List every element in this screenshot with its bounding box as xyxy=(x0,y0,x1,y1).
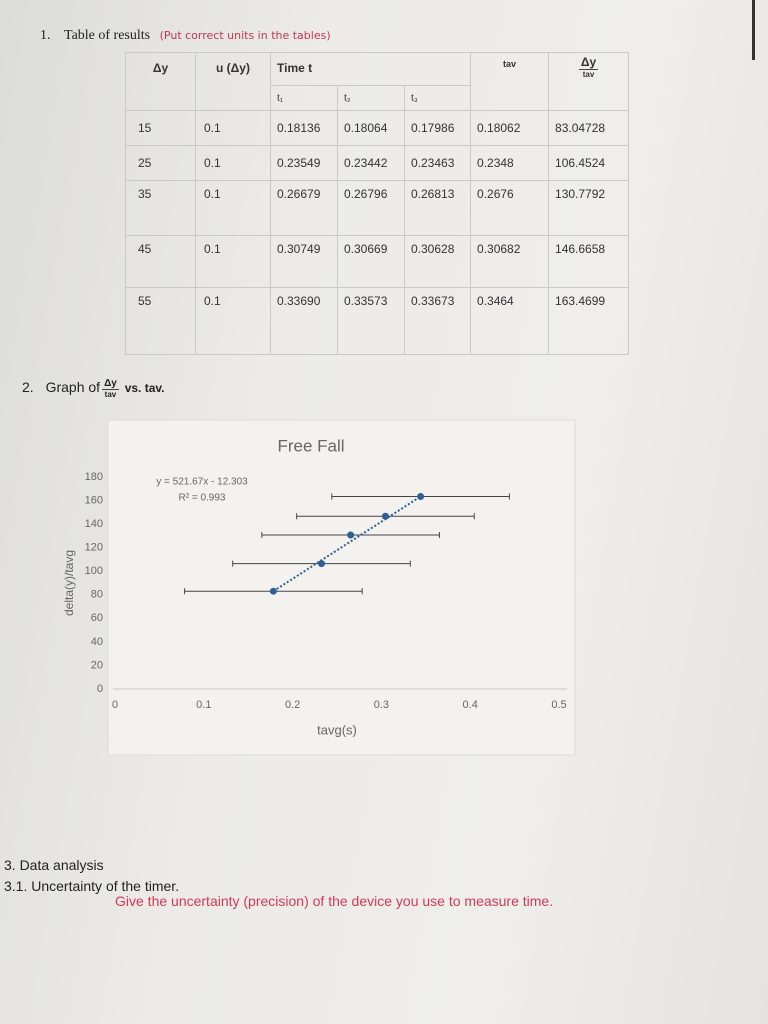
header-cell: Time t xyxy=(269,52,472,86)
fraction-numerator: Δy xyxy=(102,378,119,390)
x-tick-label: 0.4 xyxy=(463,699,478,711)
table-cell: 0.18064 xyxy=(337,110,405,146)
table-cell: 0.30682 xyxy=(470,235,550,288)
paper-edge xyxy=(752,0,755,60)
chart-title: Free Fall xyxy=(277,436,344,455)
table-cell: 0.2348 xyxy=(470,145,550,181)
section-title: Graph of xyxy=(45,379,101,396)
header-cell: Δy tav xyxy=(548,52,630,111)
section-number: 1. xyxy=(40,28,51,43)
table-row: 35 0.1 0.26679 0.26796 0.26813 0.2676 130.7792 xyxy=(125,180,630,236)
y-tick-label: 180 xyxy=(85,471,103,483)
section-title: vs. tav. xyxy=(124,381,165,396)
section-number: 2. xyxy=(22,379,34,396)
table-cell: 55 xyxy=(125,287,196,355)
table-cell: 0.2676 xyxy=(470,180,550,236)
fraction-denominator: tav xyxy=(582,70,595,79)
data-point xyxy=(318,560,326,568)
table-row: 55 0.1 0.33690 0.33573 0.33673 0.3464 163.4699 xyxy=(125,287,630,355)
fraction-numerator: Δy xyxy=(578,55,599,70)
section-heading: 2. Graph of Δy tav vs. tav. xyxy=(22,378,165,399)
table-cell: 146.6658 xyxy=(548,235,630,288)
data-point xyxy=(417,492,425,500)
section-title: Table of results xyxy=(64,28,151,43)
table-cell: 0.30669 xyxy=(337,235,405,288)
y-tick-label: 80 xyxy=(91,589,103,601)
instruction: Give the uncertainty (precision) of the … xyxy=(115,893,554,909)
subsection-heading: 3.1. Uncertainty of the timer. xyxy=(4,878,180,894)
y-tick-label: 140 xyxy=(85,518,103,530)
table-cell: 0.1 xyxy=(195,287,271,355)
table-cell: 106.4524 xyxy=(548,145,630,181)
x-tick-label: 0.1 xyxy=(196,699,211,711)
trendline-label: y = 521.67x - 12.303 xyxy=(156,477,248,488)
x-tick-label: 0.2 xyxy=(285,699,300,711)
table-cell: 35 xyxy=(125,180,196,236)
table-cell: 25 xyxy=(125,145,196,181)
table-cell: 163.4699 xyxy=(548,287,630,355)
section-heading: 1. Table of results (Put correct units i… xyxy=(40,28,331,44)
plot: Free Fall 0 20 40 60 80 100 120 140 160 180 0 0.1 0.2… xyxy=(62,436,567,737)
data-point xyxy=(347,531,355,539)
table-cell: 0.33673 xyxy=(403,287,472,355)
header-cell: t₃ xyxy=(403,85,472,111)
x-tick-label: 0.3 xyxy=(374,699,389,711)
table-row: 45 0.1 0.30749 0.30669 0.30628 0.30682 146.665… xyxy=(125,235,630,288)
table-row: 25 0.1 0.23549 0.23442 0.23463 0.2348 106.4524 xyxy=(125,145,630,181)
y-tick-label: 160 xyxy=(85,494,103,506)
y-tick-label: 60 xyxy=(91,612,103,624)
fraction-denominator: tav xyxy=(104,390,117,399)
results-table: Δy u (Δy) Time t tav Δy tav t₁ t₂ t₃ 15 0.… xyxy=(125,52,630,355)
data-point xyxy=(269,587,277,595)
x-axis-label: tavg(s) xyxy=(317,722,357,737)
trendline-label: R² = 0.993 xyxy=(179,493,226,504)
table-cell: 0.33573 xyxy=(337,287,405,355)
table-cell: 0.30628 xyxy=(403,235,472,288)
y-axis-label: delta(y)/tavg xyxy=(62,550,76,616)
header-cell: u (Δy) xyxy=(195,52,271,111)
data-point xyxy=(381,512,389,520)
y-tick-label: 0 xyxy=(97,683,103,695)
table-cell: 0.26813 xyxy=(403,180,472,236)
y-tick-label: 20 xyxy=(91,659,103,671)
table-cell: 0.1 xyxy=(195,110,271,146)
y-tick-label: 100 xyxy=(85,565,103,577)
section-note: (Put correct units in the tables) xyxy=(159,29,331,42)
fraction: Δy tav xyxy=(102,378,119,399)
trendline xyxy=(272,495,422,593)
table-cell: 0.33690 xyxy=(270,287,338,355)
table-body: 15 0.1 0.18136 0.18064 0.17986 0.18062 83.0472… xyxy=(125,110,630,355)
table-cell: 0.26679 xyxy=(270,180,338,236)
section-heading: 3. Data analysis xyxy=(4,857,104,873)
chart-area xyxy=(107,419,576,756)
y-tick-label: 120 xyxy=(85,542,103,554)
y-tick-label: 40 xyxy=(91,636,103,648)
table-cell: 0.18062 xyxy=(470,110,550,146)
x-tick-label: 0.5 xyxy=(551,699,566,711)
table-cell: 0.23549 xyxy=(270,145,338,181)
fraction: Δy tav xyxy=(578,55,599,79)
table-cell: 0.26796 xyxy=(337,180,405,236)
x-tick-label: 0 xyxy=(112,699,118,711)
header-cell: t₁ xyxy=(270,85,338,111)
table-cell: 0.23463 xyxy=(403,145,472,181)
table-cell: 0.30749 xyxy=(270,235,338,288)
